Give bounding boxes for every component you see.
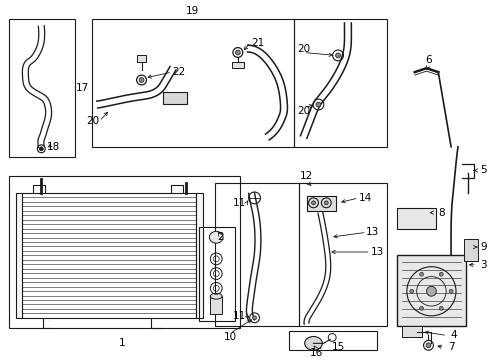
Bar [9,176,240,328]
Circle shape [440,306,443,310]
Text: 15: 15 [331,342,344,352]
Text: 22: 22 [172,67,186,77]
Text: 17: 17 [76,83,89,93]
Bar [464,239,478,261]
Text: 9: 9 [480,242,487,252]
Text: 13: 13 [366,227,379,237]
Text: 20: 20 [297,44,310,54]
Text: 16: 16 [310,348,323,358]
Text: 13: 13 [371,247,384,257]
Bar [215,183,299,326]
Bar [397,208,437,229]
Bar [198,228,235,321]
Ellipse shape [209,231,223,243]
Circle shape [426,286,437,296]
Ellipse shape [210,293,222,299]
Circle shape [426,343,431,348]
Circle shape [336,53,341,58]
Text: 10: 10 [223,333,237,342]
Circle shape [39,147,43,151]
Text: 1: 1 [119,338,125,348]
Circle shape [410,289,414,293]
Text: 4: 4 [451,330,457,341]
Bar [232,62,244,68]
Text: 12: 12 [300,171,313,181]
Circle shape [316,102,321,107]
Text: 6: 6 [425,55,432,66]
Text: 8: 8 [438,208,444,218]
Circle shape [449,289,453,293]
Bar [22,193,196,318]
Circle shape [440,272,443,276]
Text: 3: 3 [480,260,487,270]
Text: 20: 20 [86,116,99,126]
Text: 11: 11 [233,311,246,321]
Text: 5: 5 [480,165,487,175]
Text: 20: 20 [297,107,310,116]
Bar [289,330,377,350]
Circle shape [419,272,423,276]
Text: 7: 7 [448,342,454,352]
Text: 11: 11 [233,198,246,208]
Bar [196,193,203,318]
Text: 2: 2 [217,232,223,242]
Bar [307,196,336,211]
Text: 14: 14 [359,193,372,203]
Circle shape [419,306,423,310]
Text: 21: 21 [251,38,264,48]
Bar [397,255,466,326]
Bar [163,92,187,104]
Circle shape [235,50,240,55]
Bar [210,296,222,314]
Bar [299,183,387,326]
Circle shape [139,77,144,82]
Circle shape [312,201,316,205]
Bar [402,326,421,337]
Bar [93,19,294,147]
Text: 19: 19 [186,6,199,16]
Circle shape [252,316,257,320]
Bar [16,193,22,318]
Text: 18: 18 [47,142,60,152]
Bar [9,19,74,157]
Bar [294,19,387,147]
Ellipse shape [305,337,322,350]
Circle shape [324,201,328,205]
Bar [137,55,147,62]
